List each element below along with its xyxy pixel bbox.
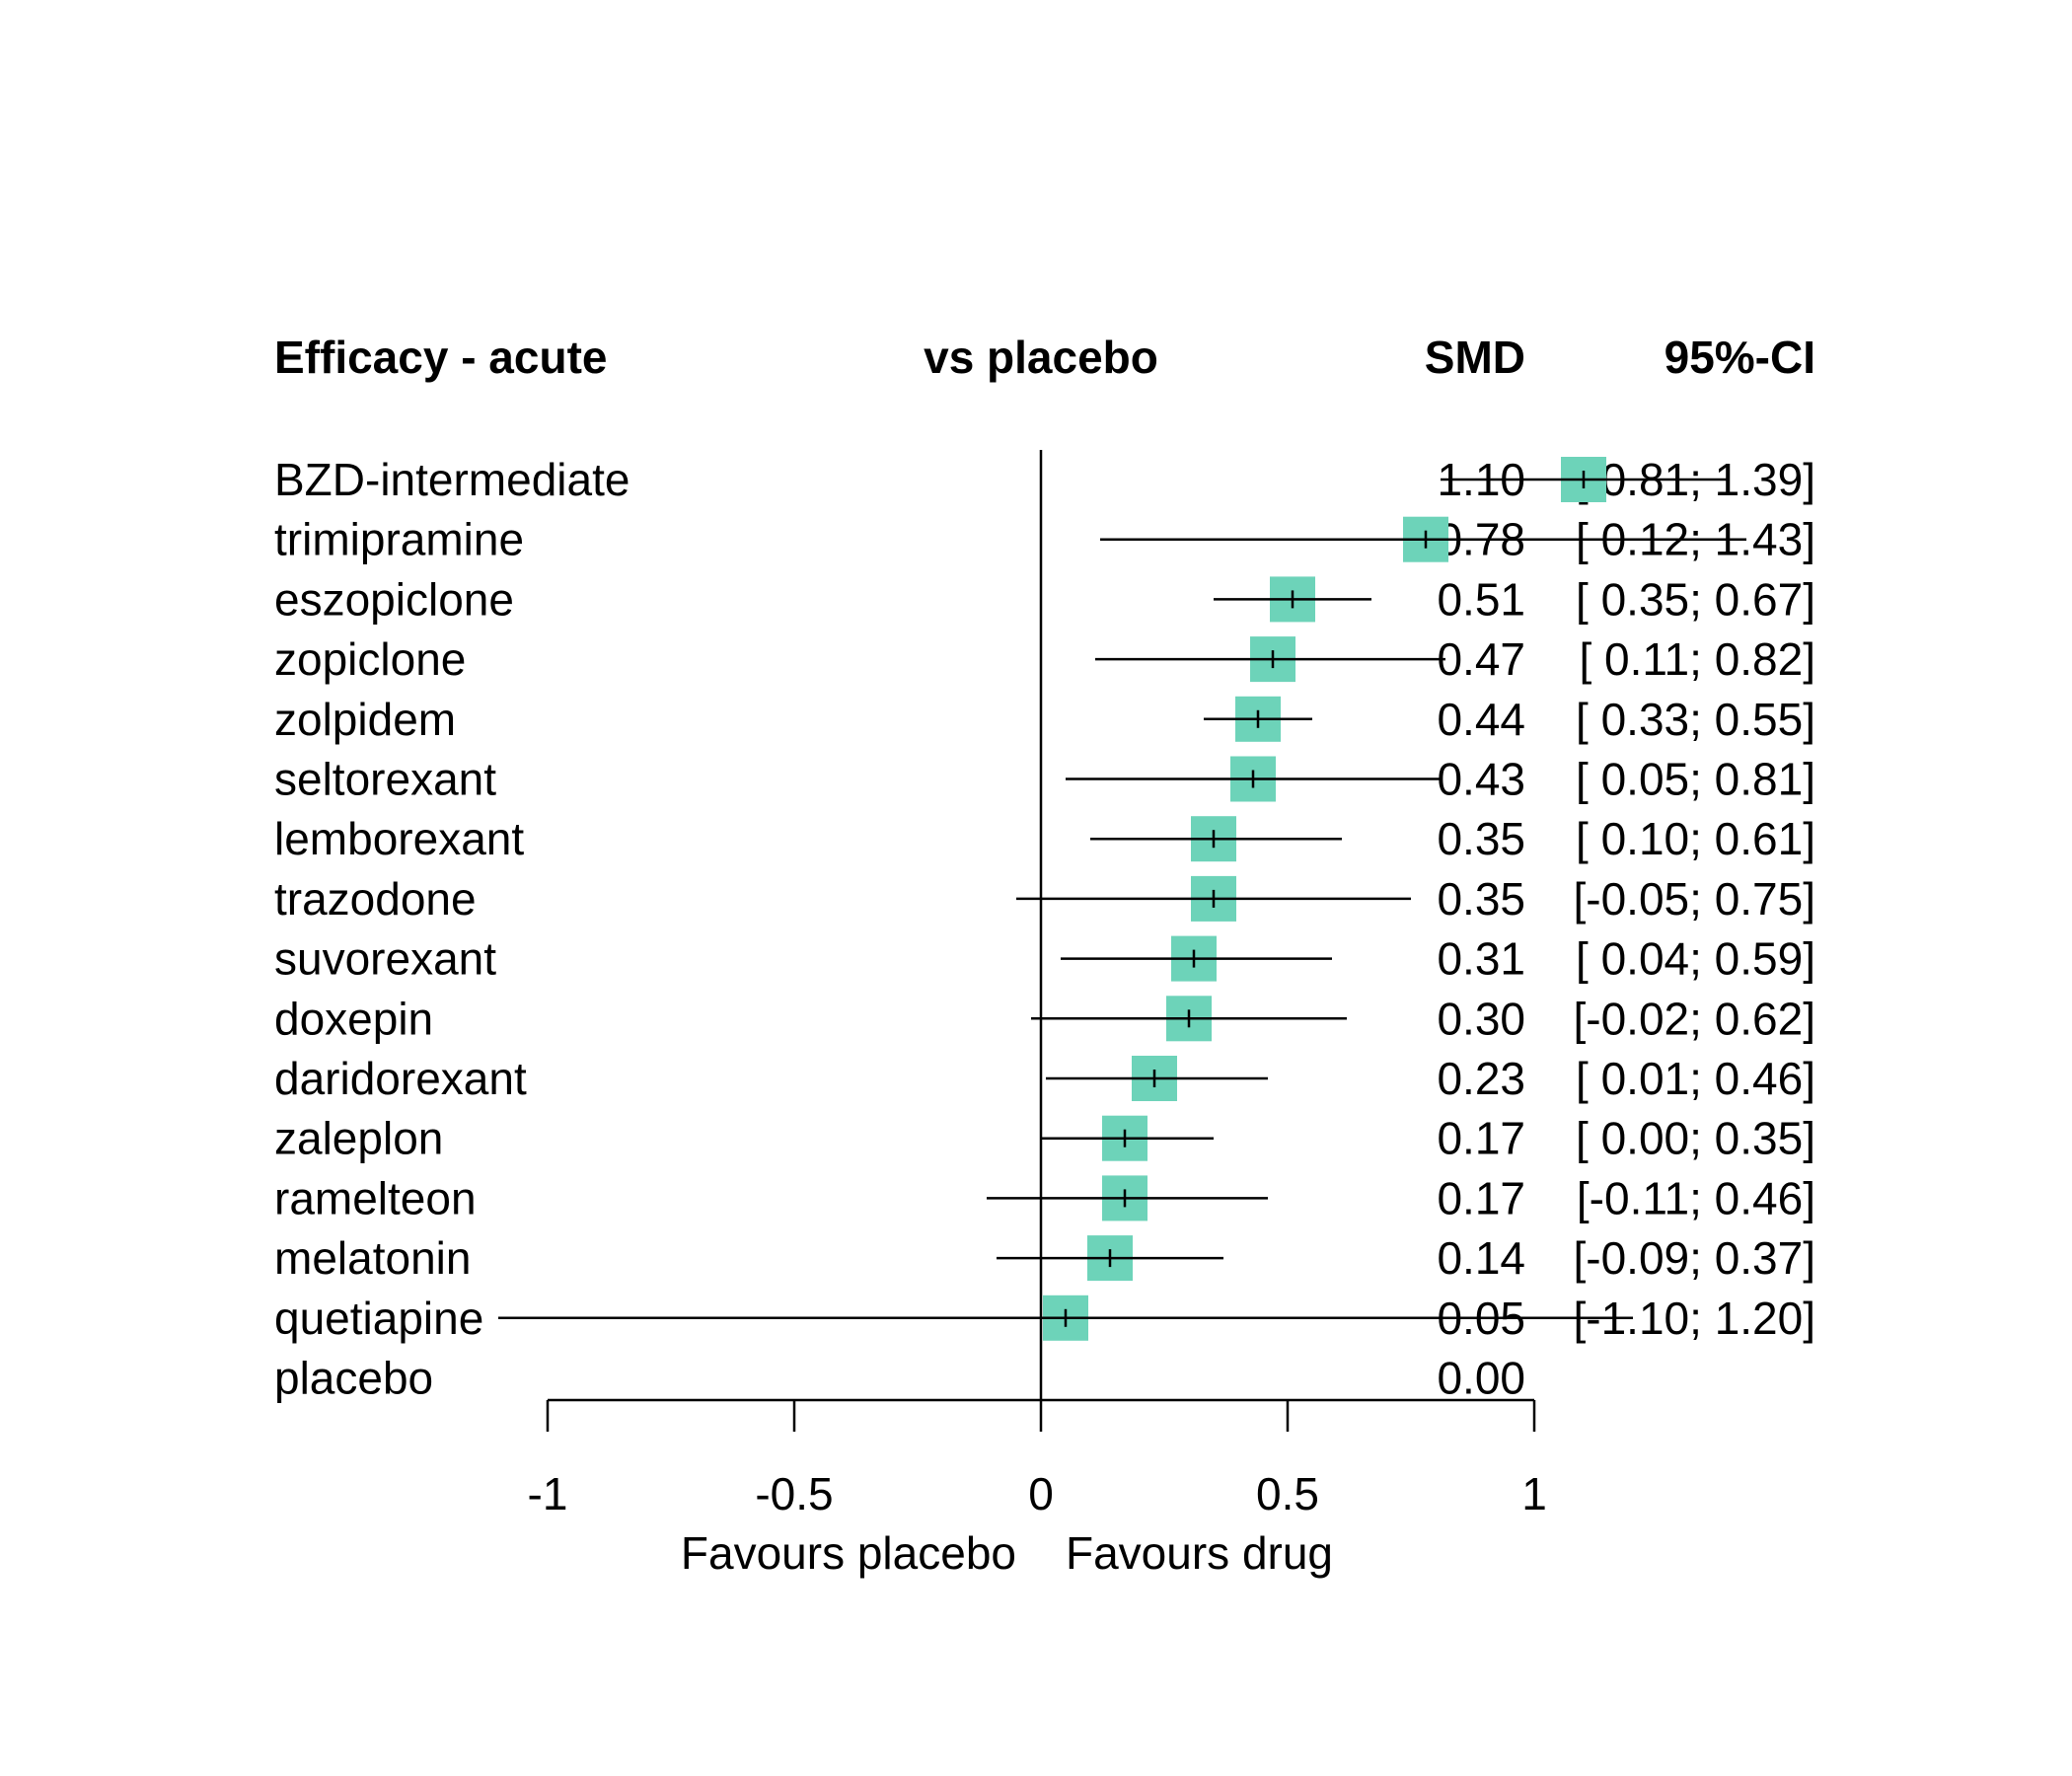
row-ci-value: [ 0.11; 0.82] [1579, 633, 1815, 685]
row-ci-value: [ 0.05; 0.81] [1576, 754, 1815, 805]
favours-left-label: Favours placebo [681, 1527, 1016, 1579]
row-ci-value: [-0.02; 0.62] [1574, 993, 1816, 1044]
row-ci-value: [-0.09; 0.37] [1574, 1232, 1816, 1284]
x-axis: -1 -0.5 0 0.5 1 [528, 1398, 1547, 1519]
row-smd-value: 0.35 [1437, 873, 1525, 925]
row-label: zaleplon [274, 1113, 443, 1164]
header-comparison: vs placebo [924, 332, 1158, 383]
row-label: seltorexant [274, 754, 496, 805]
x-tick-label: -1 [528, 1468, 568, 1519]
row-smd-value: 0.43 [1437, 754, 1525, 805]
row-label: melatonin [274, 1232, 471, 1284]
row-smd-value: 0.14 [1437, 1232, 1525, 1284]
row-smd-value: 0.30 [1437, 993, 1525, 1044]
row-label: suvorexant [274, 933, 496, 985]
row-ci-value: [ 0.10; 0.61] [1576, 813, 1815, 864]
row-label: BZD-intermediate [274, 454, 629, 505]
row-smd-value: 0.35 [1437, 813, 1525, 864]
forest-marks [498, 450, 1746, 1400]
row-smd-value: 0.00 [1437, 1353, 1525, 1404]
row-label: trazodone [274, 873, 477, 925]
row-smd-value: 0.47 [1437, 633, 1525, 685]
header-ci: 95%-CI [1665, 332, 1815, 383]
row-label: daridorexant [274, 1053, 527, 1104]
favours-right-label: Favours drug [1066, 1527, 1333, 1579]
row-label: doxepin [274, 993, 433, 1044]
row-smd-value: 0.17 [1437, 1113, 1525, 1164]
x-tick-label: -0.5 [755, 1468, 833, 1519]
x-tick-label: 1 [1521, 1468, 1547, 1519]
row-ci-value: [ 0.01; 0.46] [1576, 1053, 1815, 1104]
row-label: zopiclone [274, 633, 466, 685]
row-smd-value: 0.51 [1437, 573, 1525, 625]
x-tick-label: 0.5 [1256, 1468, 1319, 1519]
row-smd-value: 0.23 [1437, 1053, 1525, 1104]
row-smd-value: 0.44 [1437, 694, 1525, 745]
row-ci-value: [ 0.35; 0.67] [1576, 573, 1815, 625]
row-smd-value: 0.17 [1437, 1172, 1525, 1223]
row-ci-value: [-0.05; 0.75] [1574, 873, 1816, 925]
row-smd-value: 0.31 [1437, 933, 1525, 985]
row-ci-value: [ 0.33; 0.55] [1576, 694, 1815, 745]
row-label: zolpidem [274, 694, 456, 745]
header-label: Efficacy - acute [274, 332, 607, 383]
row-label: lemborexant [274, 813, 524, 864]
x-tick-label: 0 [1028, 1468, 1054, 1519]
row-label: placebo [274, 1353, 433, 1404]
row-label: trimipramine [274, 514, 524, 565]
row-ci-value: [ 0.00; 0.35] [1576, 1113, 1815, 1164]
row-ci-value: [ 0.04; 0.59] [1576, 933, 1815, 985]
study-rows: BZD-intermediate 1.10[ 0.81; 1.39]trimipr… [274, 454, 1815, 1404]
row-label: ramelteon [274, 1172, 477, 1223]
header-estimate: SMD [1425, 332, 1525, 383]
row-ci-value: [-0.11; 0.46] [1577, 1172, 1815, 1223]
row-label: eszopiclone [274, 573, 514, 625]
row-label: quetiapine [274, 1293, 483, 1344]
